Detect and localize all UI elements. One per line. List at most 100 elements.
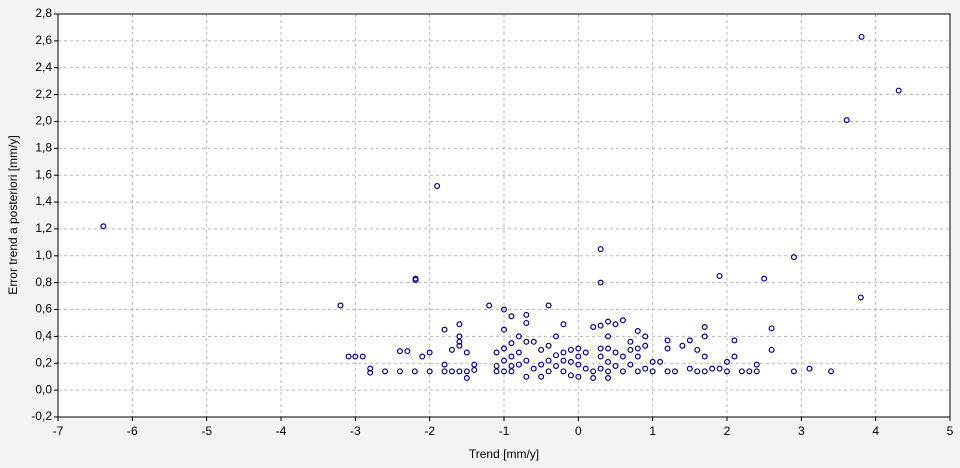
point [619,368,626,375]
point [634,368,641,375]
y-axis-title: Error trend a posteriori [mm/y] [6,135,20,294]
point [560,321,567,328]
point [419,353,426,360]
y-tick-label: 2,4 [35,60,52,74]
y-tick-label: 1,8 [35,141,52,155]
point [664,345,671,352]
point [382,368,389,375]
point [753,368,760,375]
point [337,302,344,309]
point [671,368,678,375]
x-tick-label: 2 [724,424,731,438]
y-tick-label: 2,2 [35,87,52,101]
point [471,366,478,373]
x-tick-label: 0 [575,424,582,438]
point [404,348,411,355]
point [790,254,797,261]
point [545,357,552,364]
point [605,358,612,365]
point [100,223,107,230]
point [396,348,403,355]
point [523,338,530,345]
x-tick-label: -4 [276,424,287,438]
point [523,311,530,318]
point [597,345,604,352]
y-tick-label: 1,0 [35,248,52,262]
point [530,338,537,345]
point [612,362,619,369]
point [545,302,552,309]
point [701,323,708,330]
point [716,272,723,279]
point [441,326,448,333]
point [843,117,850,124]
point [501,326,508,333]
point [448,346,455,353]
point [515,349,522,356]
x-tick-label: 5 [947,424,954,438]
point [523,319,530,326]
point [597,279,604,286]
point [441,361,448,368]
point [768,346,775,353]
point [575,345,582,352]
x-tick-label: -6 [127,424,138,438]
point [590,375,597,382]
x-tick-label: 1 [649,424,656,438]
plot-border [57,13,951,418]
point [686,337,693,344]
y-tick-label: 1,2 [35,221,52,235]
point [508,353,515,360]
x-tick-label: -3 [350,424,361,438]
point [575,373,582,380]
point [538,346,545,353]
point [545,342,552,349]
point [560,357,567,364]
point [701,333,708,340]
point [642,333,649,340]
point [463,368,470,375]
point [619,317,626,324]
point [597,365,604,372]
point [619,353,626,360]
point [396,368,403,375]
point [359,353,366,360]
point [523,373,530,380]
point [723,368,730,375]
point [493,368,500,375]
point [605,375,612,382]
point [597,322,604,329]
point [501,368,508,375]
y-tick-label: 2,8 [35,6,52,20]
point [553,352,560,359]
point [456,368,463,375]
point [627,346,634,353]
point [545,368,552,375]
point [515,333,522,340]
point [597,353,604,360]
point [538,373,545,380]
x-axis-title: Trend [mm/y] [469,447,539,461]
point [456,321,463,328]
point [694,368,701,375]
point [367,369,374,376]
point [858,33,865,40]
point [434,182,441,189]
x-tick-label: -1 [499,424,510,438]
point [657,358,664,365]
point [582,349,589,356]
y-tick-label: 2,0 [35,114,52,128]
point [412,276,419,283]
point [426,349,433,356]
point [627,361,634,368]
point [501,357,508,364]
point [738,368,745,375]
point [731,353,738,360]
point [508,313,515,320]
y-tick-label: 0,2 [35,355,52,369]
point [501,345,508,352]
point [411,368,418,375]
y-tick-label: 0,8 [35,275,52,289]
point [857,294,864,301]
